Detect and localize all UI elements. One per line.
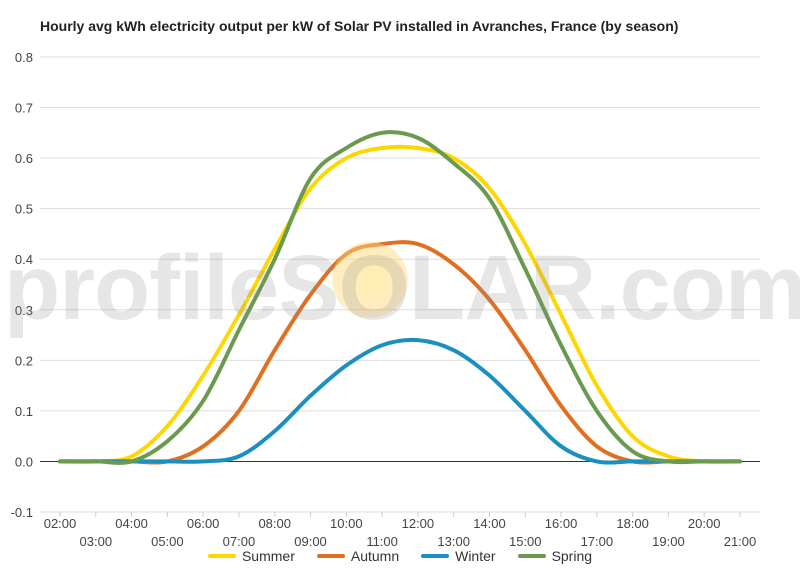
y-tick-label: 0.5 [15,202,33,217]
legend-label: Spring [551,548,593,564]
chart-title: Hourly avg kWh electricity output per kW… [40,18,679,34]
y-tick-label: -0.1 [11,505,33,520]
x-tick-label: 14:00 [473,516,506,531]
legend-swatch [517,554,546,558]
legend-swatch [421,554,450,558]
x-tick-label: 12:00 [402,516,435,531]
legend-item-winter[interactable]: Winter [421,548,496,564]
x-tick-label: 05:00 [151,534,184,548]
y-tick-label: 0.0 [15,454,33,469]
chart-area: -0.1 0.0 0.1 0.2 0.3 0.4 0.5 0.6 0.7 0.8 02:0003:… [11,50,760,548]
x-tick-label: 06:00 [187,516,220,531]
y-tick-label: 0.6 [15,151,33,166]
y-tick-labels: -0.1 0.0 0.1 0.2 0.3 0.4 0.5 0.6 0.7 0.8 [11,50,33,520]
y-tick-label: 0.4 [15,252,33,267]
series-lines [58,130,742,465]
series-line-spring [58,130,742,465]
legend-item-summer[interactable]: Summer [207,548,295,564]
x-tick-label: 13:00 [437,534,470,548]
x-tick-label: 07:00 [223,534,256,548]
legend-label: Winter [455,548,496,564]
legend-item-autumn[interactable]: Autumn [316,548,400,564]
x-tick-label: 02:00 [44,516,77,531]
x-tick-label: 20:00 [688,516,721,531]
x-tick-label: 17:00 [581,534,614,548]
x-tick-label: 09:00 [294,534,327,548]
x-tick-label: 21:00 [724,534,757,548]
legend-label: Summer [241,548,295,564]
x-tick-label: 16:00 [545,516,578,531]
x-tick-label: 15:00 [509,534,542,548]
x-tick-labels: 02:0003:0004:0005:0006:0007:0008:0009:00… [44,512,757,548]
legend-item-spring[interactable]: Spring [517,548,593,564]
x-tick-label: 10:00 [330,516,363,531]
y-tick-label: 0.3 [15,303,33,318]
y-tick-label: 0.2 [15,353,33,368]
y-tick-label: 0.7 [15,101,33,116]
x-tick-label: 04:00 [115,516,148,531]
x-tick-label: 19:00 [652,534,685,548]
x-tick-label: 03:00 [80,534,113,548]
x-tick-label: 08:00 [258,516,291,531]
legend-swatch [207,554,236,558]
x-tick-label: 11:00 [366,534,398,548]
series-line-winter [58,337,742,465]
legend-label: Autumn [350,548,400,564]
legend: Summer Autumn Winter Spring [0,548,800,564]
x-tick-label: 18:00 [616,516,649,531]
y-tick-label: 0.8 [15,50,33,65]
y-tick-label: 0.1 [15,404,33,419]
legend-swatch [316,554,345,558]
series-line-summer [58,144,742,464]
